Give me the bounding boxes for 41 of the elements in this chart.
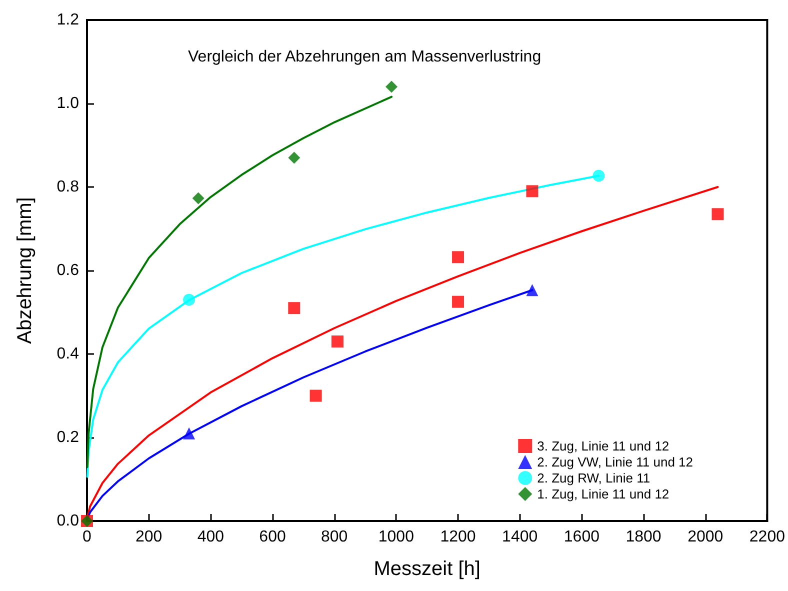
y-tick-label: 1.0 — [56, 95, 80, 112]
x-tick-label: 1200 — [440, 528, 476, 546]
point — [192, 192, 204, 204]
point — [288, 302, 300, 314]
legend-label: 2. Zug RW, Linie 11 — [537, 470, 650, 486]
x-tick-label: 800 — [320, 528, 348, 546]
point — [452, 251, 464, 264]
x-tick-label: 0 — [82, 528, 92, 546]
x-tick-label: 1400 — [502, 528, 538, 546]
legend-label: 1. Zug, Linie 11 und 12 — [537, 486, 670, 502]
x-tick-label: 200 — [135, 528, 162, 546]
line-series — [86, 96, 393, 468]
x-tick-label: 2200 — [749, 528, 786, 546]
x-tick-label: 1800 — [626, 528, 662, 546]
y-axis-title: Abzehrung [mm] — [14, 197, 36, 344]
point — [310, 390, 322, 402]
x-tick-label: 1000 — [378, 528, 414, 546]
point — [712, 208, 724, 220]
x-axis-title: Messzeit [h] — [374, 558, 480, 580]
y-tick-label: 0.2 — [56, 429, 80, 446]
point — [526, 284, 538, 296]
y-tick-label: 0.6 — [56, 262, 80, 279]
x-tick-label: 600 — [259, 528, 286, 546]
x-tick-label: 400 — [197, 528, 224, 546]
legend-label: 2. Zug VW, Linie 11 und 12 — [537, 454, 694, 470]
y-tick-label: 0.8 — [56, 178, 80, 196]
point — [183, 294, 196, 306]
x-tick-label: 1600 — [564, 528, 600, 546]
text: Vergleich der Abzehrungen am Massenverlustring — [188, 48, 542, 66]
y-tick-label: 0.4 — [56, 346, 80, 362]
legend-label: 3. Zug, Linie 11 und 12 — [537, 438, 670, 454]
point — [386, 80, 398, 93]
point — [452, 296, 464, 308]
x-tick-label: 2000 — [688, 528, 724, 546]
point — [288, 152, 300, 164]
point — [331, 335, 344, 348]
point — [526, 185, 538, 198]
y-tick-label: 0.0 — [56, 512, 80, 530]
point — [183, 427, 196, 440]
point — [592, 170, 605, 182]
y-tick-label: 1.2 — [56, 12, 80, 28]
